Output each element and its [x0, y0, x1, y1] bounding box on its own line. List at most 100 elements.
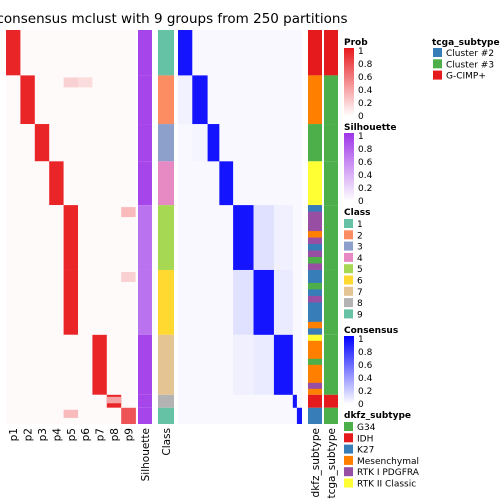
consensus-legend: Consensus 1 0.8 0.6 0.4 0.2 0: [344, 326, 398, 410]
dkfz-swatch: [344, 455, 353, 465]
prob-cell: [121, 75, 136, 125]
consensus-block: [296, 407, 302, 424]
prob-cell: [106, 75, 122, 125]
tcga-cell: [324, 161, 338, 206]
prob-cell: [92, 161, 108, 206]
consensus-offdiag-block: [192, 124, 208, 162]
column-labels: p1 p2 p3 p4 p5 p6 p7 p8 p9 Silhouette Class dkfz_su…: [8, 428, 338, 499]
dkfz-swatch: [344, 422, 353, 431]
class-legend-title: Class: [344, 208, 370, 218]
consensus-offdiag-block: [253, 205, 274, 270]
tcga-cell: [324, 407, 338, 424]
consensus-block: [219, 161, 234, 206]
class-swatch: [344, 298, 353, 308]
consensus-matrix: [178, 30, 302, 424]
consensus-block: [233, 205, 254, 270]
class-swatch: [344, 286, 353, 296]
dkfz-swatch: [344, 444, 353, 454]
prob-tick-label: 1: [358, 47, 364, 57]
prob-cell: [121, 30, 136, 76]
consensus-tick-label: 0.4: [358, 374, 373, 384]
class-label: 1: [357, 220, 363, 230]
prob-cell: [106, 161, 122, 206]
prob-cell: [63, 75, 79, 125]
prob-cell: [121, 394, 136, 408]
class-swatch: [344, 252, 353, 262]
silhouette-tick-label: 0.6: [358, 158, 373, 168]
label-p3: p3: [37, 428, 49, 441]
dkfz-label: G34: [357, 423, 376, 433]
class-label: 4: [357, 254, 363, 264]
dkfz-subtype-column: [308, 30, 322, 424]
prob-cell: [34, 394, 50, 408]
prob-cell: [20, 30, 36, 76]
tcga-cell: [324, 75, 338, 125]
tcga-cell: [324, 30, 338, 76]
prob-cell: [34, 334, 50, 395]
prob-cell: [78, 124, 93, 162]
class-swatch: [344, 230, 353, 240]
prob-cell: [106, 30, 122, 76]
class-swatch: [344, 275, 353, 285]
probability-heatmap: [6, 30, 136, 424]
dkfz-cell: [308, 321, 322, 329]
class-label: 7: [357, 288, 363, 298]
class-label: 9: [357, 310, 363, 320]
consensus-block: [207, 124, 220, 162]
class-swatch: [344, 241, 353, 251]
consensus-block: [178, 30, 193, 76]
dkfz-cell: [308, 231, 322, 238]
dkfz-label: RTK II Classic: [357, 480, 416, 490]
dkfz-label: RTK I PDGFRA: [357, 468, 420, 478]
prob-cell: [6, 394, 21, 408]
dkfz-cell: [308, 358, 322, 365]
prob-cell: [20, 124, 36, 162]
prob-cell: [78, 407, 93, 424]
dkfz-cell: [308, 256, 322, 264]
label-p4: p4: [51, 428, 63, 442]
prob-cell: [34, 205, 50, 270]
silhouette-cell: [138, 124, 152, 162]
label-class: Class: [161, 428, 173, 456]
prob-cell: [6, 30, 21, 76]
prob-cell: [106, 407, 122, 424]
prob-cell: [92, 75, 108, 125]
prob-cell: [121, 124, 136, 162]
dkfz-label: K27: [357, 446, 374, 456]
prob-cell: [92, 394, 108, 408]
dkfz-cell: [308, 269, 322, 277]
tcga-swatch: [433, 70, 442, 80]
prob-cell: [6, 75, 21, 125]
dkfz-cell: [308, 407, 322, 424]
class-cell: [158, 124, 174, 162]
label-dkfz-subtype: dkfz_subtype: [310, 428, 322, 497]
consensus-colorbar: [344, 336, 354, 404]
prob-cell: [49, 269, 64, 335]
prob-cell: [20, 407, 36, 424]
consensus-block: [192, 75, 208, 125]
silhouette-colorbar: [344, 133, 354, 201]
dkfz-cell: [308, 394, 322, 408]
consensus-offdiag-block: [273, 269, 293, 335]
prob-cell: [6, 334, 21, 395]
prob-cell: [121, 271, 136, 282]
class-cell: [158, 30, 174, 76]
silhouette-tick-label: 0.4: [358, 171, 373, 181]
dkfz-cell: [308, 295, 322, 303]
dkfz-swatch: [344, 467, 353, 477]
label-p1: p1: [8, 428, 20, 441]
tcga-swatch: [433, 59, 442, 69]
prob-cell: [20, 161, 36, 206]
consensus-block: [273, 334, 293, 395]
class-cell: [158, 269, 174, 335]
dkfz-cell: [308, 75, 322, 125]
prob-cell: [6, 161, 21, 206]
prob-cell: [78, 77, 93, 88]
prob-cell: [49, 334, 64, 395]
prob-cell: [121, 407, 136, 424]
tcga-subtype-column: [324, 30, 338, 424]
prob-cell: [34, 30, 50, 76]
